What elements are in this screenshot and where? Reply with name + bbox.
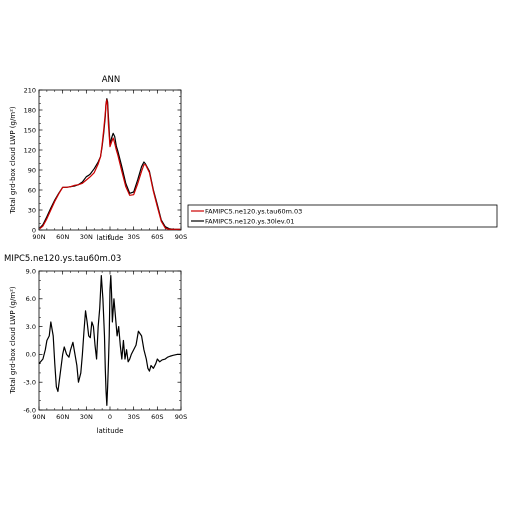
x-tick-label: 60S	[151, 413, 163, 421]
chart-title: MIPC5.ne120.ys.tau60m.03	[4, 254, 121, 264]
x-tick-label: 60S	[151, 233, 163, 241]
chart-ann: ANN 0 30 60 90 120 150 180 210 90N 60N 30N 0 30S 60S…	[9, 75, 187, 242]
plot-frame	[38, 89, 182, 231]
x-axis: 90N 60N 30N 0 30S 60S 90S	[32, 271, 187, 421]
x-tick-label: 0	[108, 233, 112, 241]
y-tick-label: 9.0	[26, 267, 36, 275]
x-axis: 90N 60N 30N 0 30S 60S 90S	[32, 90, 187, 241]
chart-title: ANN	[102, 75, 121, 85]
x-tick-label: 90S	[175, 413, 187, 421]
y-tick-label: 150	[24, 126, 36, 134]
x-tick-label: 60N	[56, 413, 69, 421]
y-axis-label: Total grd-box cloud LWP (g/m²)	[9, 106, 17, 215]
y-tick-label: 60	[28, 186, 36, 194]
x-tick-label: 30S	[127, 413, 139, 421]
y-tick-label: -6.0	[23, 406, 36, 414]
legend-entry-2: FAMIPC5.ne120.ys.30lev.01	[205, 218, 294, 226]
chart-diff: MIPC5.ne120.ys.tau60m.03 -6.0 -3.0 0.0 3.0 6…	[4, 254, 187, 435]
series-lines	[38, 275, 181, 406]
y-axis-label: Total grd-box cloud LWP (g/m²)	[9, 286, 17, 395]
y-tick-label: 3.0	[26, 323, 36, 331]
y-tick-label: 0.0	[26, 351, 36, 359]
x-tick-label: 30N	[80, 413, 93, 421]
y-tick-label: 210	[24, 86, 36, 94]
legend-entry-1: FAMIPC5.ne120.ys.tau60m.03	[205, 208, 302, 216]
x-tick-label: 90S	[175, 233, 187, 241]
legend-box	[187, 204, 498, 228]
y-tick-label: 30	[28, 206, 36, 214]
x-tick-label: 90N	[32, 233, 45, 241]
y-tick-label: 90	[28, 166, 36, 174]
series-line	[38, 275, 181, 406]
y-tick-label: 180	[24, 106, 36, 114]
y-axis: 0 30 60 90 120 150 180 210	[24, 86, 181, 234]
y-tick-label: 0	[32, 226, 36, 234]
x-tick-label: 30N	[80, 233, 93, 241]
x-tick-label: 30S	[127, 233, 139, 241]
y-tick-label: 6.0	[26, 295, 36, 303]
series-line	[39, 98, 181, 230]
x-tick-label: 60N	[56, 233, 69, 241]
y-tick-label: 120	[24, 146, 36, 154]
legend: FAMIPC5.ne120.ys.tau60m.03 FAMIPC5.ne120…	[187, 204, 498, 228]
x-axis-label: latitude	[97, 427, 124, 435]
y-tick-label: -3.0	[23, 379, 36, 387]
y-axis: -6.0 -3.0 0.0 3.0 6.0 9.0	[23, 267, 181, 414]
x-axis-label: latitude	[97, 234, 124, 242]
x-tick-label: 0	[108, 413, 112, 421]
x-tick-label: 90N	[32, 413, 45, 421]
series-lines	[39, 98, 181, 230]
series-line	[39, 99, 181, 230]
